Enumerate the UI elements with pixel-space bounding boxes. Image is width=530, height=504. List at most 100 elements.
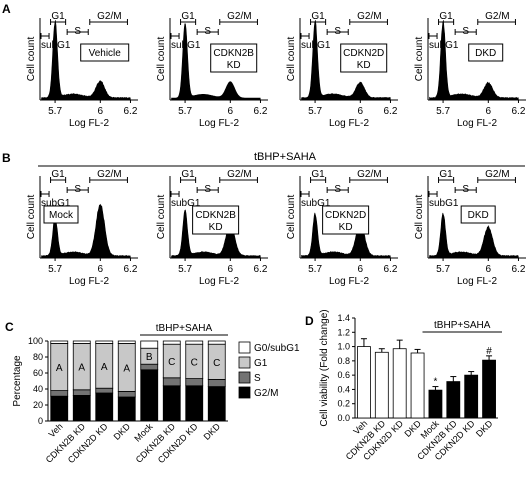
gate-subg1-label: subG1 <box>301 40 331 51</box>
viability-bar <box>428 389 443 419</box>
sample-label-line: CDKN2D <box>325 210 366 221</box>
bar-chart-d: 0.0 0.2 0.4 0.6 0.8 1.0 1.2 1.4 Cell viability (… <box>319 309 502 462</box>
chart-d-category-label: DKD <box>474 418 495 439</box>
histogram-x-tick-label: 6 <box>228 106 234 117</box>
sample-label-line: KD <box>339 222 353 233</box>
bar-segment-s <box>95 387 114 394</box>
gate-g1-label: G1 <box>181 11 195 22</box>
chart-d-y-tick-label: 0.2 <box>337 399 350 409</box>
gate-s-label: S <box>462 26 469 37</box>
gate-g1-label: G1 <box>51 11 65 22</box>
sample-label-box <box>460 205 496 224</box>
chart-d-y-tick-label: 0.4 <box>337 384 350 394</box>
histogram-y-label: Cell count <box>156 37 167 82</box>
bar-segment-s <box>185 378 204 387</box>
viability-bar <box>374 351 389 419</box>
bar-label-g1: A <box>101 362 108 373</box>
chart-d-y-tick-label: 0.6 <box>337 370 350 380</box>
bar-segment-g0subg1 <box>117 340 136 344</box>
histogram-row-b: 5.7 6 6.2 Log FL-2 Cell count G1 S G2/M subG1 Moc… <box>26 169 526 287</box>
histogram-y-label: Cell count <box>156 195 167 240</box>
histogram-x-tick-label: 6 <box>98 106 104 117</box>
bar-segment-s <box>117 390 136 398</box>
gate-g2m-label: G2/M <box>227 169 251 180</box>
chart-c-group-label: tBHP+SAHA <box>156 323 213 334</box>
gate-subg1-label: subG1 <box>301 198 331 209</box>
histogram-y-label: Cell count <box>414 195 425 240</box>
gate-g2m-label: G2/M <box>97 169 121 180</box>
bar-label-g1: C <box>168 357 175 368</box>
sample-label-line: KD <box>227 60 241 71</box>
histogram-x-tick-label: 5.7 <box>48 264 62 275</box>
chart-c-category-label: Veh <box>47 421 65 439</box>
histogram-x-tick-label: 6.2 <box>512 106 526 117</box>
bar-label-g1: C <box>213 358 220 369</box>
viability-bar <box>464 374 479 419</box>
histogram-distribution <box>301 212 391 259</box>
sample-label-line: KD <box>357 60 371 71</box>
chart-c-y-tick-label: 20 <box>33 400 43 410</box>
histogram-x-tick-label: 5.7 <box>436 264 450 275</box>
histogram-2-3: 5.7 6 6.2 Log FL-2 Cell count G1 S G2/M subG1CDK… <box>286 169 398 287</box>
histogram-x-label: Log FL-2 <box>69 276 109 287</box>
bar-segment-s <box>50 390 69 397</box>
sample-label-line: Mock <box>49 210 74 221</box>
gate-subg1-label: subG1 <box>171 198 201 209</box>
histogram-x-tick-label: 6.2 <box>254 106 268 117</box>
histogram-x-tick-label: 5.7 <box>48 106 62 117</box>
legend-swatch <box>238 341 251 354</box>
legend-swatch <box>238 386 251 399</box>
histogram-x-label: Log FL-2 <box>199 118 239 129</box>
gate-s-label: S <box>74 26 81 37</box>
gate-subg1-label: subG1 <box>171 40 201 51</box>
gate-s-label: S <box>74 184 81 195</box>
histogram-x-tick-label: 6 <box>358 264 364 275</box>
histogram-2-1: 5.7 6 6.2 Log FL-2 Cell count G1 S G2/M subG1Moc… <box>26 169 138 287</box>
bar-label-g2m: a <box>79 404 85 415</box>
bar-label-g2m: a <box>101 403 107 414</box>
viability-bar <box>446 381 461 419</box>
histogram-x-tick-label: 6.2 <box>384 106 398 117</box>
histogram-x-tick-label: 6.2 <box>124 264 138 275</box>
chart-d-group-label: tBHP+SAHA <box>434 320 491 331</box>
histogram-x-tick-label: 5.7 <box>308 106 322 117</box>
gate-g1-label: G1 <box>439 169 453 180</box>
histogram-y-label: Cell count <box>286 37 297 82</box>
sample-label-box <box>468 43 504 62</box>
bar-annotation: # <box>486 346 492 357</box>
legend-swatch <box>238 371 251 384</box>
histogram-2-4: 5.7 6 6.2 Log FL-2 Cell count G1 S G2/M subG1 DKD <box>414 169 526 287</box>
chart-c-y-tick-label: 40 <box>33 384 43 394</box>
histogram-y-label: Cell count <box>26 195 37 240</box>
panel-b-group-label: tBHP+SAHA <box>254 151 317 163</box>
gate-g1-label: G1 <box>181 169 195 180</box>
histogram-x-tick-label: 6 <box>98 264 104 275</box>
legend-label: G0/subG1 <box>254 343 300 354</box>
sample-label-line: DKD <box>468 210 489 221</box>
chart-c-category-label: DKD <box>112 421 133 442</box>
legend-label: S <box>254 373 261 384</box>
panel-label-a: A <box>2 2 11 16</box>
histogram-distribution <box>171 209 261 259</box>
chart-d-y-tick-label: 1.0 <box>337 342 350 352</box>
histogram-x-tick-label: 5.7 <box>178 106 192 117</box>
gate-g2m-label: G2/M <box>227 11 251 22</box>
histogram-y-label: Cell count <box>414 37 425 82</box>
histogram-x-label: Log FL-2 <box>329 276 369 287</box>
chart-d-y-tick-label: 0.0 <box>337 413 350 423</box>
chart-c-y-tick-label: 0 <box>38 416 43 426</box>
bar-label-g2m: c <box>169 399 174 410</box>
histogram-x-tick-label: 6 <box>486 264 492 275</box>
histogram-x-tick-label: 6 <box>358 106 364 117</box>
chart-d-y-tick-label: 1.4 <box>337 313 350 323</box>
bar-segment-s <box>140 363 159 371</box>
sample-label-line: CDKN2B <box>213 48 254 59</box>
legend-swatch <box>238 356 251 369</box>
gate-g2m-label: G2/M <box>357 11 381 22</box>
gate-g2m-label: G2/M <box>485 11 509 22</box>
bar-label-g1: C <box>191 357 198 368</box>
histogram-x-label: Log FL-2 <box>199 276 239 287</box>
histogram-1-2: 5.7 6 6.2 Log FL-2 Cell count G1 S G2/M subG1 CDK… <box>156 11 268 129</box>
bar-label-g2m: c <box>214 400 219 411</box>
